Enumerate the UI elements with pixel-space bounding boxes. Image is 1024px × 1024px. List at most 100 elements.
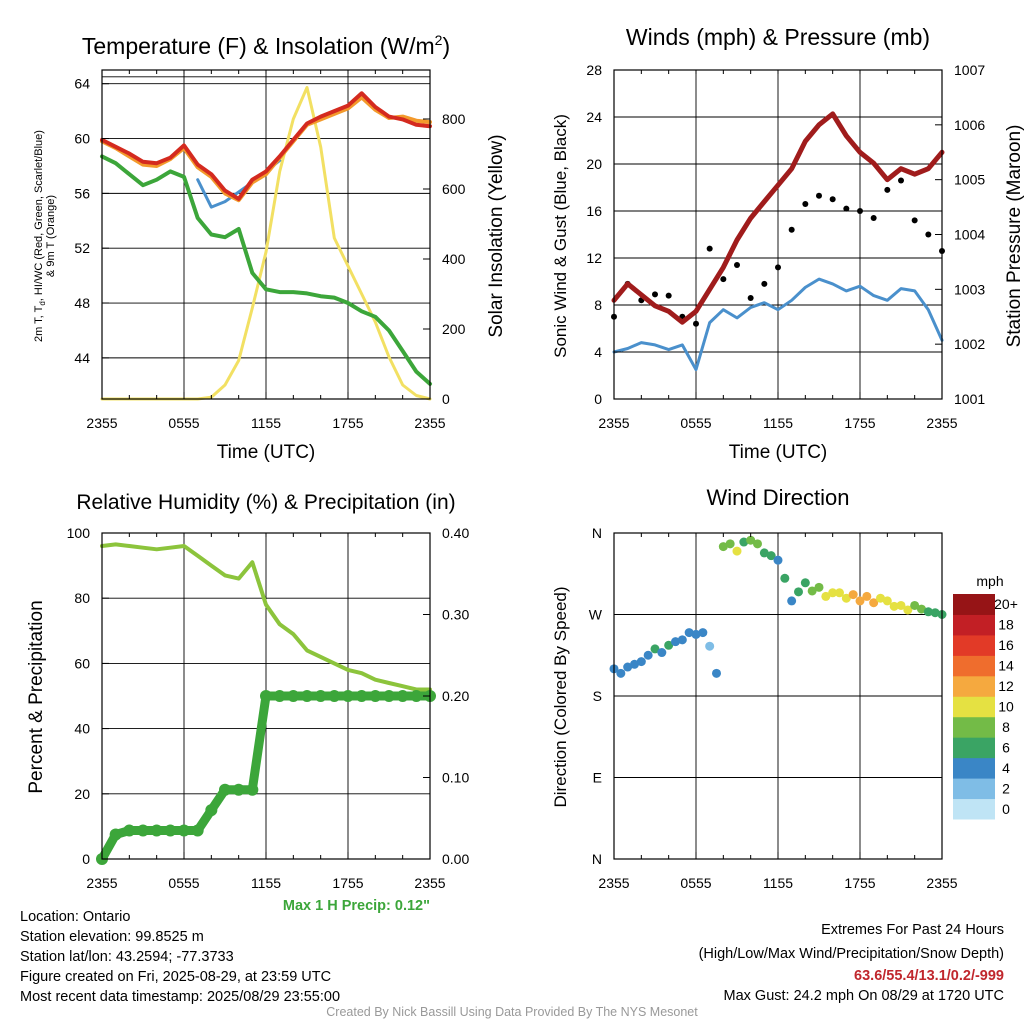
direction-point: [917, 604, 926, 614]
y-tick-label: 40: [74, 721, 90, 737]
y-tick-label: 16: [586, 203, 602, 219]
dir-ylabel: Direction (Colored By Speed): [551, 586, 570, 807]
colorbar-swatch: [953, 737, 995, 759]
colorbar-swatch: [953, 696, 995, 718]
direction-point: [691, 629, 701, 639]
gust-point: [693, 320, 699, 327]
colorbar-swatch: [953, 716, 995, 738]
plot-frame: [613, 532, 943, 860]
colorbar-label: 12: [998, 678, 1014, 694]
direction-point: [643, 650, 653, 660]
y-tick-label: 52: [74, 240, 90, 256]
direction-point: [862, 591, 872, 601]
precip-point: [178, 824, 190, 837]
y2-tick-label: 1004: [954, 227, 985, 243]
gust-point: [747, 294, 754, 301]
direction-point: [698, 628, 708, 638]
y2-tick-label: 1006: [954, 117, 985, 133]
precip-point: [109, 828, 122, 841]
precip-point: [164, 824, 177, 837]
precip-point: [410, 690, 423, 702]
colorbar-swatch: [953, 757, 995, 779]
y2-tick-label: 1002: [954, 336, 985, 352]
colorbar-swatch: [953, 594, 995, 615]
direction-point: [794, 587, 803, 597]
direction-point: [732, 546, 742, 556]
direction-point: [821, 591, 831, 601]
colorbar-label: 20+: [994, 596, 1018, 612]
direction-point: [712, 668, 721, 678]
direction-point: [746, 535, 756, 545]
y2-tick-label: 0.00: [442, 851, 469, 867]
y2-tick-label: 0.20: [442, 688, 469, 704]
gust-point: [788, 226, 795, 233]
y-tick-label: 48: [74, 295, 90, 311]
precip-point: [205, 804, 218, 817]
colorbar-label: 16: [998, 637, 1014, 653]
plot-frame: [613, 69, 943, 400]
direction-point: [780, 573, 790, 583]
gust-point: [761, 280, 768, 287]
y-tick-label: 0: [594, 391, 602, 407]
direction-point: [835, 588, 844, 598]
y-tick-label: N: [592, 525, 602, 541]
direction-point: [923, 607, 933, 617]
gust-point: [857, 208, 863, 214]
temp-ylabel-right: Solar Insolation (Yellow): [486, 134, 507, 337]
x-tick-label: 2355: [926, 875, 957, 891]
colorbar-swatch: [953, 778, 995, 800]
colorbar-swatch: [953, 634, 995, 656]
direction-point: [903, 605, 913, 615]
colorbar-label: 4: [1002, 760, 1010, 776]
latlon-text: Station lat/lon: 43.2594; -77.3733: [20, 949, 234, 965]
x-tick-label: 0555: [680, 875, 711, 891]
precip-point: [369, 690, 382, 702]
y-tick-label: 0: [82, 851, 90, 867]
direction-point: [930, 608, 940, 618]
x-tick-label: 0555: [168, 415, 199, 431]
y2-tick-label: 1001: [954, 391, 985, 407]
temp-9m-line: [100, 95, 432, 203]
x-tick-label: 0555: [168, 875, 199, 891]
direction-point: [664, 640, 674, 650]
y-tick-label: S: [593, 688, 602, 704]
rh-ylabel: Percent & Precipitation: [26, 600, 47, 793]
x-tick-label: 2355: [414, 875, 445, 891]
direction-point: [739, 537, 749, 547]
colorbar-label: 14: [998, 658, 1014, 674]
precip-point: [314, 690, 327, 702]
direction-point: [814, 582, 824, 592]
station-info: Location: Ontario Station elevation: 99.…: [20, 907, 340, 1007]
plot-frame: [101, 532, 431, 860]
precip-point: [246, 783, 259, 796]
direction-point: [800, 578, 810, 588]
precip-point: [137, 824, 149, 837]
direction-point: [677, 635, 687, 645]
gust-point: [706, 245, 713, 252]
precip-point: [342, 690, 354, 702]
extremes-title: Extremes For Past 24 Hours: [821, 922, 1004, 938]
wind-xlabel: Time (UTC): [729, 442, 828, 463]
extremes-sub: (High/Low/Max Wind/Precipitation/Snow De…: [698, 946, 1004, 962]
x-tick-label: 1755: [332, 415, 363, 431]
precip-point: [301, 690, 313, 702]
y2-tick-label: 0.10: [442, 770, 469, 786]
y2-tick-label: 0.30: [442, 607, 469, 623]
x-tick-label: 1155: [763, 415, 793, 431]
direction-point: [616, 668, 626, 678]
wind-ylabel-left: Sonic Wind & Gust (Blue, Black): [551, 114, 570, 358]
x-tick-label: 2355: [598, 875, 629, 891]
temp-panel-title: Temperature (F) & Insolation (W/m2): [82, 32, 450, 59]
direction-point: [889, 601, 899, 611]
colorbar-swatch: [953, 655, 995, 677]
direction-point: [841, 593, 851, 603]
wind-panel-title: Winds (mph) & Pressure (mb): [626, 24, 930, 50]
direction-point: [807, 586, 817, 596]
colorbar-swatch: [953, 614, 995, 636]
gust-point: [652, 291, 658, 298]
colorbar-label: 6: [1002, 739, 1010, 755]
y2-tick-label: 1005: [954, 172, 985, 188]
direction-point: [773, 555, 783, 565]
colorbar-label: 18: [998, 617, 1014, 633]
gust-point: [925, 231, 932, 238]
